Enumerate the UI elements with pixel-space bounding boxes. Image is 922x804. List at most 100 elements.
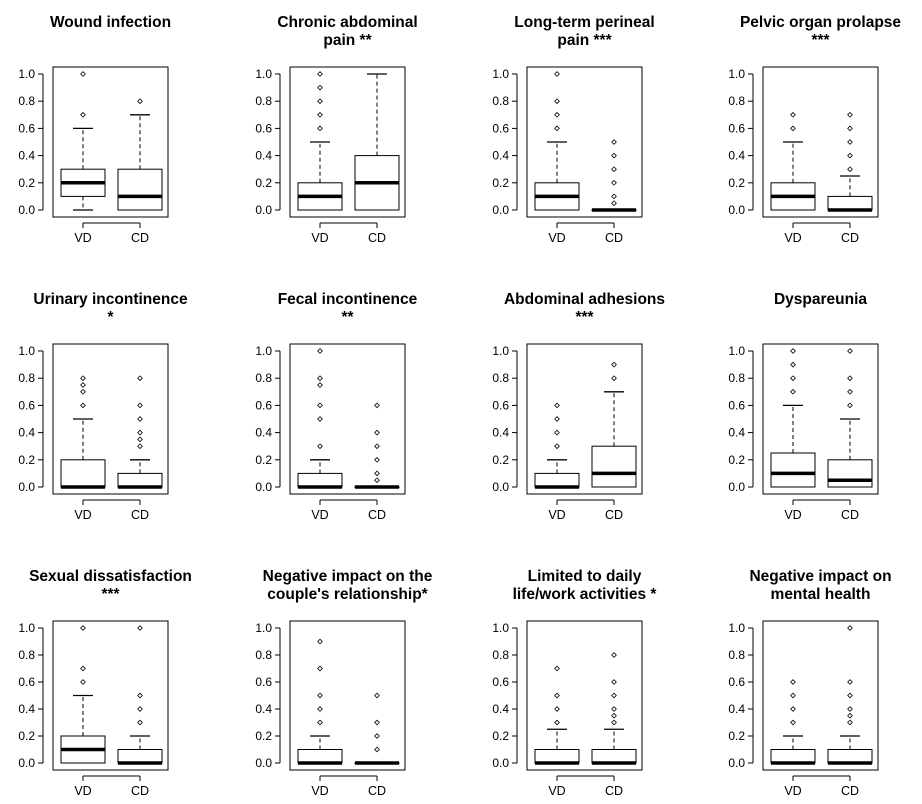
outlier-point bbox=[790, 388, 796, 395]
outlier-point bbox=[317, 719, 323, 726]
outlier-point bbox=[137, 402, 143, 409]
plot-frame bbox=[526, 620, 643, 771]
outlier-point bbox=[137, 375, 143, 382]
outlier-point bbox=[847, 348, 853, 354]
y-tick-label: 1.0 bbox=[728, 621, 745, 635]
y-tick-label: 0.2 bbox=[255, 729, 272, 743]
outlier-point bbox=[847, 375, 853, 382]
y-tick-label: 0.0 bbox=[255, 203, 272, 217]
outlier-point bbox=[611, 692, 617, 699]
y-tick-label: 0.0 bbox=[18, 756, 35, 770]
x-category-label: VD bbox=[784, 508, 801, 522]
panel-title: Limited to daily bbox=[528, 568, 642, 585]
outlier-point bbox=[611, 375, 617, 382]
box-cd bbox=[827, 111, 873, 212]
outlier-point bbox=[374, 719, 380, 726]
outlier-point bbox=[80, 388, 86, 395]
outlier-point bbox=[611, 193, 617, 200]
y-tick-label: 0.2 bbox=[18, 176, 35, 190]
outlier-point bbox=[611, 679, 617, 685]
outlier-point bbox=[554, 98, 560, 105]
y-tick-label: 1.0 bbox=[728, 344, 745, 358]
y-tick-label: 0.8 bbox=[255, 648, 272, 662]
boxplot-panel: Abdominal adhesions*** 0.0 0.2 0.4 0.6 0.8 1.0… bbox=[492, 291, 665, 522]
outlier-point bbox=[137, 443, 143, 450]
outlier-point bbox=[80, 402, 86, 409]
panel-title: * bbox=[107, 309, 114, 326]
y-tick-label: 0.2 bbox=[728, 729, 745, 743]
panel-title: Sexual dissatisfaction bbox=[29, 568, 192, 585]
box-vd bbox=[297, 348, 343, 489]
y-tick-label: 0.4 bbox=[492, 426, 509, 440]
outlier-point bbox=[847, 402, 853, 409]
y-tick-label: 0.2 bbox=[18, 453, 35, 467]
panel-title: Negative impact on bbox=[749, 568, 891, 585]
box-vd bbox=[60, 625, 106, 764]
box-vd bbox=[770, 679, 816, 765]
plot-frame bbox=[289, 620, 406, 771]
plot-frame bbox=[526, 66, 643, 218]
outlier-point bbox=[80, 71, 86, 77]
y-tick-label: 0.6 bbox=[18, 398, 35, 412]
box-iqr bbox=[770, 452, 816, 488]
box-iqr bbox=[534, 472, 580, 488]
outlier-point bbox=[611, 200, 617, 207]
outlier-point bbox=[374, 470, 380, 477]
x-category-label: VD bbox=[311, 231, 328, 245]
box-iqr bbox=[591, 445, 637, 488]
outlier-point bbox=[317, 692, 323, 699]
outlier-point bbox=[317, 375, 323, 382]
y-tick-label: 1.0 bbox=[255, 344, 272, 358]
y-tick-label: 0.8 bbox=[18, 371, 35, 385]
box-cd bbox=[827, 625, 873, 765]
y-tick-label: 0.6 bbox=[492, 121, 509, 135]
y-tick-label: 0.0 bbox=[728, 480, 745, 494]
plot-frame bbox=[52, 343, 169, 495]
outlier-point bbox=[554, 402, 560, 409]
outlier-point bbox=[137, 98, 143, 105]
outlier-point bbox=[137, 706, 143, 712]
outlier-point bbox=[374, 456, 380, 463]
y-tick-label: 0.4 bbox=[728, 426, 745, 440]
outlier-point bbox=[847, 111, 853, 118]
y-tick-label: 0.4 bbox=[728, 149, 745, 163]
y-tick-label: 0.0 bbox=[728, 756, 745, 770]
x-category-label: CD bbox=[131, 508, 149, 522]
y-tick-label: 0.8 bbox=[18, 94, 35, 108]
outlier-point bbox=[374, 402, 380, 409]
outlier-point bbox=[847, 125, 853, 132]
outlier-point bbox=[611, 166, 617, 173]
panel-title: Dyspareunia bbox=[774, 291, 867, 308]
x-category-label: VD bbox=[74, 784, 91, 798]
outlier-point bbox=[317, 125, 323, 132]
x-category-label: CD bbox=[841, 508, 859, 522]
y-tick-label: 0.2 bbox=[18, 729, 35, 743]
x-category-label: VD bbox=[784, 231, 801, 245]
outlier-point bbox=[611, 719, 617, 726]
outlier-point bbox=[374, 429, 380, 436]
outlier-point bbox=[611, 152, 617, 159]
box-iqr bbox=[827, 459, 873, 488]
box-cd bbox=[827, 348, 873, 488]
outlier-point bbox=[137, 625, 143, 631]
outlier-point bbox=[137, 429, 143, 436]
outlier-point bbox=[137, 719, 143, 726]
panel-title: ** bbox=[341, 309, 354, 326]
plot-frame bbox=[762, 66, 879, 218]
outlier-point bbox=[611, 706, 617, 712]
y-tick-label: 1.0 bbox=[18, 67, 35, 81]
outlier-point bbox=[847, 139, 853, 145]
y-tick-label: 0.2 bbox=[492, 176, 509, 190]
y-tick-label: 0.2 bbox=[492, 729, 509, 743]
x-category-label: VD bbox=[311, 784, 328, 798]
boxplot-panel: Fecal incontinence** 0.0 0.2 0.4 0.6 0.8 1.0 VD… bbox=[255, 291, 417, 522]
y-tick-label: 0.8 bbox=[728, 648, 745, 662]
outlier-point bbox=[554, 692, 560, 699]
box-cd bbox=[591, 139, 637, 212]
x-category-label: CD bbox=[605, 231, 623, 245]
box-iqr bbox=[117, 168, 163, 211]
